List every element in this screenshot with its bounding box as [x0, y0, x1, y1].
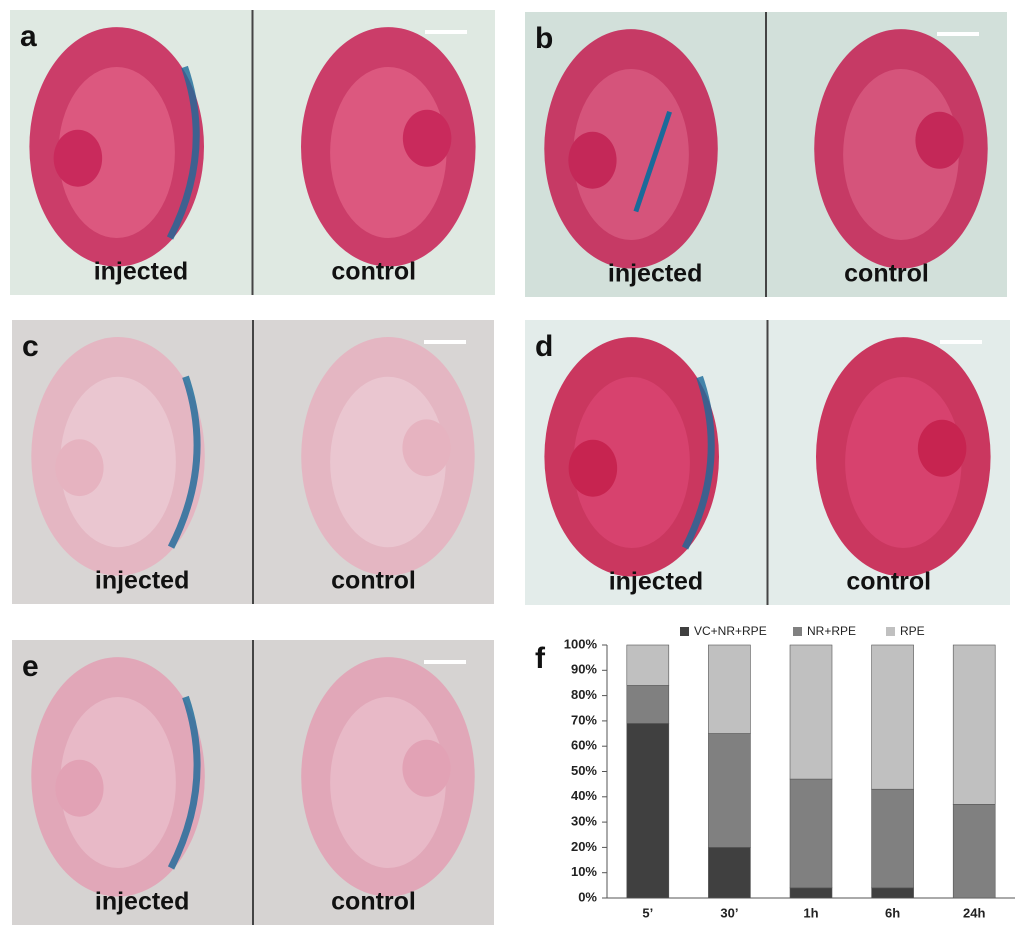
y-tick-label: 90% [571, 662, 597, 677]
retina-left [573, 377, 690, 548]
y-tick-label: 80% [571, 687, 597, 702]
legend-swatch [886, 627, 895, 636]
micrograph-panel: d injected control [525, 320, 1010, 605]
caption-left: injected [95, 888, 189, 916]
lens-right [915, 111, 964, 169]
retina-right [330, 376, 446, 548]
micrograph-panel: c injected control [12, 320, 494, 604]
y-tick-label: 40% [571, 788, 597, 803]
panel-label: b [535, 22, 553, 55]
blue-stain [167, 695, 201, 870]
y-tick-label: 0% [578, 889, 597, 904]
lens-right [402, 419, 451, 477]
legend-label: NR+RPE [807, 624, 856, 638]
x-tick-label: 1h [803, 905, 818, 920]
y-tick-label: 70% [571, 712, 597, 727]
retina-left [573, 69, 689, 240]
retina-left [60, 376, 176, 548]
panel-label: a [20, 20, 37, 53]
blue-stain [633, 110, 672, 213]
bar-segment [871, 887, 914, 899]
retina-right [843, 69, 959, 240]
bar-segment [626, 723, 670, 899]
bar-segment [952, 644, 996, 805]
lens-left [55, 439, 104, 497]
lens-right [917, 419, 967, 477]
y-tick-label: 60% [571, 738, 597, 753]
y-tick-label: 10% [571, 864, 597, 879]
blue-stain [681, 375, 715, 550]
lens-right [402, 109, 452, 167]
caption-left: injected [94, 258, 188, 286]
bar-segment [871, 644, 914, 790]
retina-right [845, 377, 962, 548]
y-tick-label: 50% [571, 763, 597, 778]
bar-segment [708, 644, 751, 734]
bar-segment [789, 887, 833, 899]
caption-right: control [844, 260, 929, 288]
caption-left: injected [608, 260, 702, 288]
micrograph-panel: e injected control [12, 640, 494, 925]
panel-label: f [535, 642, 546, 675]
caption-left: injected [95, 567, 189, 595]
panel-label: d [535, 330, 553, 363]
lens-left [568, 131, 617, 189]
legend-label: RPE [900, 624, 925, 638]
y-tick-label: 30% [571, 814, 597, 829]
retina-left [60, 697, 176, 868]
caption-left: injected [609, 568, 703, 596]
caption-right: control [846, 568, 931, 596]
x-tick-label: 30’ [720, 905, 738, 920]
lens-left [53, 129, 103, 187]
micrograph-panel: a injected control [10, 10, 495, 295]
lens-left [568, 439, 618, 497]
bar-segment [626, 644, 670, 686]
legend-label: VC+NR+RPE [694, 624, 767, 638]
lens-right [402, 739, 451, 797]
legend-swatch [793, 627, 802, 636]
micrograph-panel: b injected control [525, 12, 1007, 297]
legend-swatch [680, 627, 689, 636]
y-tick-label: 20% [571, 839, 597, 854]
retina-right [330, 67, 447, 238]
bar-segment [708, 847, 751, 899]
retina-left [58, 67, 175, 238]
caption-right: control [331, 567, 416, 595]
x-tick-label: 6h [885, 905, 900, 920]
x-tick-label: 24h [963, 905, 985, 920]
y-tick-label: 100% [564, 636, 598, 651]
bar-segment [789, 644, 833, 780]
x-tick-label: 5’ [642, 905, 653, 920]
bar-segment [952, 804, 996, 899]
bar-segment [789, 778, 833, 889]
blue-stain [166, 65, 200, 240]
blue-stain [167, 375, 201, 549]
caption-right: control [331, 258, 416, 286]
bar-segment [871, 788, 914, 889]
lens-left [55, 759, 104, 817]
panel-label: c [22, 330, 39, 363]
retina-right [330, 697, 446, 868]
bar-segment [626, 685, 670, 724]
bar-segment [708, 733, 751, 848]
caption-right: control [331, 888, 416, 916]
panel-label: e [22, 650, 39, 683]
